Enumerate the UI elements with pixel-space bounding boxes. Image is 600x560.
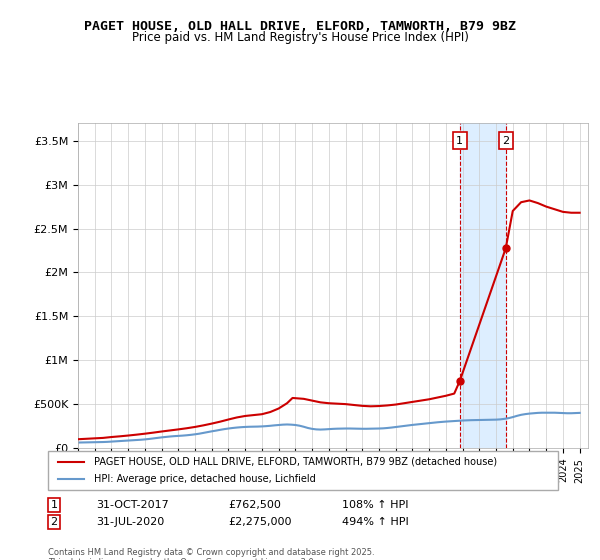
Bar [460,123,506,448]
Text: £2,275,000: £2,275,000 [228,517,292,527]
Text: 108% ↑ HPI: 108% ↑ HPI [342,500,409,510]
Text: 2: 2 [502,136,509,146]
Text: 31-JUL-2020: 31-JUL-2020 [96,517,164,527]
Text: £762,500: £762,500 [228,500,281,510]
Text: 1: 1 [50,500,58,510]
Text: 494% ↑ HPI: 494% ↑ HPI [342,517,409,527]
Text: 1: 1 [456,136,463,146]
Text: 2: 2 [50,517,58,527]
Text: HPI: Average price, detached house, Lichfield: HPI: Average price, detached house, Lich… [94,474,316,484]
FancyBboxPatch shape [48,451,558,490]
Text: Price paid vs. HM Land Registry's House Price Index (HPI): Price paid vs. HM Land Registry's House … [131,31,469,44]
Text: PAGET HOUSE, OLD HALL DRIVE, ELFORD, TAMWORTH, B79 9BZ: PAGET HOUSE, OLD HALL DRIVE, ELFORD, TAM… [84,20,516,32]
Text: PAGET HOUSE, OLD HALL DRIVE, ELFORD, TAMWORTH, B79 9BZ (detached house): PAGET HOUSE, OLD HALL DRIVE, ELFORD, TAM… [94,457,497,467]
Text: 31-OCT-2017: 31-OCT-2017 [96,500,169,510]
Text: Contains HM Land Registry data © Crown copyright and database right 2025.
This d: Contains HM Land Registry data © Crown c… [48,548,374,560]
